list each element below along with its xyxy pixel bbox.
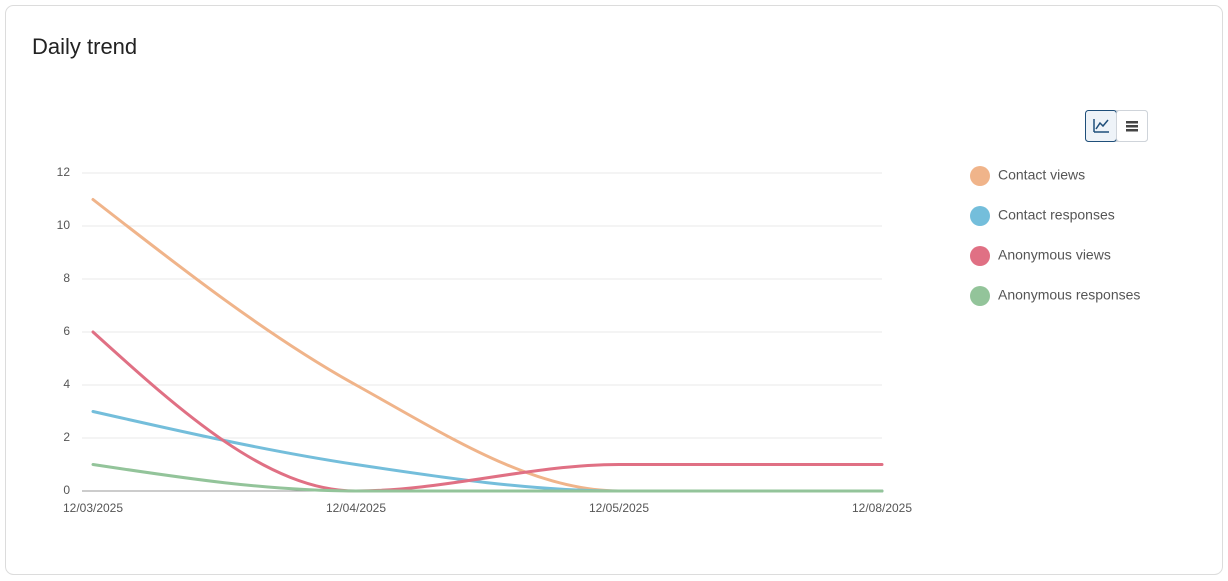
y-tick-label: 12 bbox=[57, 165, 71, 179]
table-icon bbox=[1126, 121, 1138, 124]
line-view-button[interactable] bbox=[1085, 110, 1117, 142]
legend-swatch bbox=[970, 206, 990, 226]
legend-swatch bbox=[970, 286, 990, 306]
y-tick-label: 2 bbox=[63, 430, 70, 444]
x-tick-label: 12/04/2025 bbox=[326, 501, 386, 515]
legend-item[interactable]: Contact views bbox=[970, 166, 1085, 186]
legend-item[interactable]: Anonymous views bbox=[970, 246, 1111, 266]
chart-title: Daily trend bbox=[32, 34, 137, 59]
y-tick-label: 10 bbox=[57, 218, 71, 232]
legend-swatch bbox=[970, 246, 990, 266]
x-tick-label: 12/03/2025 bbox=[63, 501, 123, 515]
legend-label: Anonymous responses bbox=[998, 287, 1140, 303]
view-toggle bbox=[1085, 110, 1148, 142]
legend-item[interactable]: Anonymous responses bbox=[970, 286, 1140, 306]
series-line bbox=[91, 463, 884, 493]
y-tick-label: 0 bbox=[63, 483, 70, 497]
line-icon bbox=[1095, 119, 1109, 130]
y-tick-label: 4 bbox=[63, 377, 70, 391]
table-icon bbox=[1126, 129, 1138, 132]
x-tick-label: 12/08/2025 bbox=[852, 501, 912, 515]
legend-label: Anonymous views bbox=[998, 247, 1111, 263]
series-line bbox=[91, 330, 884, 493]
legend-swatch bbox=[970, 166, 990, 186]
legend-label: Contact views bbox=[998, 167, 1085, 183]
card bbox=[5, 5, 1223, 575]
table-icon bbox=[1126, 125, 1138, 128]
legend-label: Contact responses bbox=[998, 207, 1115, 223]
x-tick-label: 12/05/2025 bbox=[589, 501, 649, 515]
y-tick-label: 8 bbox=[63, 271, 70, 285]
legend-item[interactable]: Contact responses bbox=[970, 206, 1115, 226]
y-tick-label: 6 bbox=[63, 324, 70, 338]
